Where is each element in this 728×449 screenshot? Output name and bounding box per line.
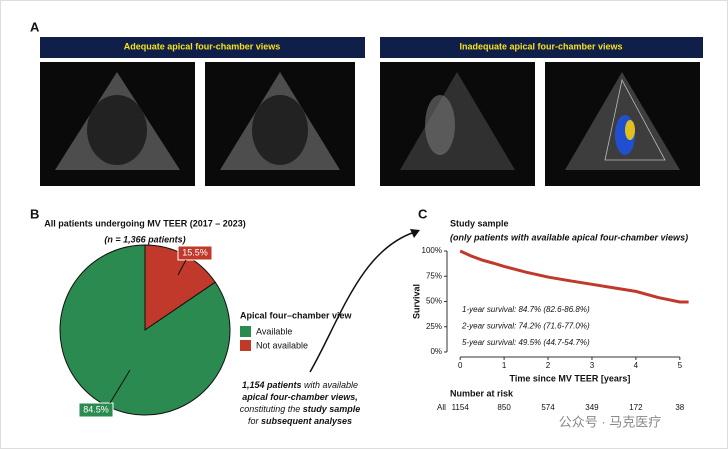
header: Adequate apical four-chamber views: [124, 41, 281, 51]
panel-letter: C: [418, 206, 428, 221]
annotation: 1,154 patients with available: [242, 380, 358, 390]
annotation: apical four-chamber views,: [242, 392, 358, 402]
y-tick-label: 25%: [426, 322, 442, 331]
annotation-part: apical four-chamber views,: [242, 392, 358, 402]
annotation-part: subsequent analyses: [261, 416, 352, 426]
watermark: 公众号 · 马克医疗: [559, 414, 662, 429]
y-tick-label: 0%: [430, 347, 442, 356]
risk-value: 38: [675, 403, 684, 412]
leader: [177, 259, 187, 276]
annotation-part: constituting the: [240, 404, 303, 414]
leader: [109, 369, 131, 404]
legend-label: Not available: [256, 340, 308, 350]
x-tick-label: 2: [546, 361, 551, 370]
annotation: 1-year survival: 84.7% (82.6-86.8%): [462, 305, 590, 314]
arrow-head: [410, 229, 420, 238]
chart-subtitle: (n = 1,366 patients): [104, 234, 185, 244]
annotation: constituting the study sample: [240, 404, 361, 414]
panel-letter: B: [30, 206, 39, 221]
echo-images: [40, 62, 700, 186]
y-tick-label: 75%: [426, 271, 442, 280]
chart-subtitle: (only patients with available apical fou…: [450, 232, 688, 242]
risk-value: 349: [585, 403, 599, 412]
annotation: 2-year survival: 74.2% (71.6-77.0%): [461, 322, 590, 331]
annotation-part: study sample: [303, 404, 361, 414]
risk-label: All: [437, 403, 446, 412]
annotation: 5-year survival: 49.5% (44.7-54.7%): [462, 338, 590, 347]
header-box: [380, 37, 703, 58]
x-axis-label: Time since MV TEER [years]: [510, 373, 631, 383]
annotation-part: with available: [302, 380, 359, 390]
panel-letter: A: [30, 19, 40, 34]
legend-swatch: [240, 326, 251, 337]
risk-value: 574: [541, 403, 555, 412]
y-axis-label: Survival: [411, 284, 421, 319]
chart-title: All patients undergoing MV TEER (2017 – …: [44, 218, 246, 228]
x-tick-label: 5: [678, 361, 683, 370]
risk-value: 172: [629, 403, 643, 412]
legend-label: Available: [256, 326, 292, 336]
risk-title: Number at risk: [450, 388, 514, 398]
header-box: [40, 37, 365, 58]
label-box: [177, 245, 213, 261]
risk-value: 1154: [452, 403, 470, 412]
y-tick-label: 100%: [422, 246, 442, 255]
x-tick-label: 1: [502, 361, 507, 370]
label-box: [78, 402, 114, 418]
legend-title: Apical four–chamber view: [240, 310, 353, 320]
annotation-part: 1,154 patients: [242, 380, 302, 390]
arrow: [309, 231, 416, 373]
x-tick-label: 4: [634, 361, 639, 370]
value-label: 15.5%: [182, 247, 208, 257]
legend-swatch: [240, 340, 251, 351]
annotation-part: for: [248, 416, 261, 426]
annotation: for subsequent analyses: [248, 416, 352, 426]
value-label: 84.5%: [83, 404, 109, 414]
header: Inadequate apical four-chamber views: [459, 41, 622, 51]
survival-curve: [459, 249, 689, 304]
x-tick-label: 0: [458, 361, 463, 370]
risk-value: 850: [497, 403, 511, 412]
x-tick-label: 3: [590, 361, 595, 370]
y-tick-label: 50%: [426, 297, 442, 306]
chart-title: Study sample: [450, 218, 509, 228]
